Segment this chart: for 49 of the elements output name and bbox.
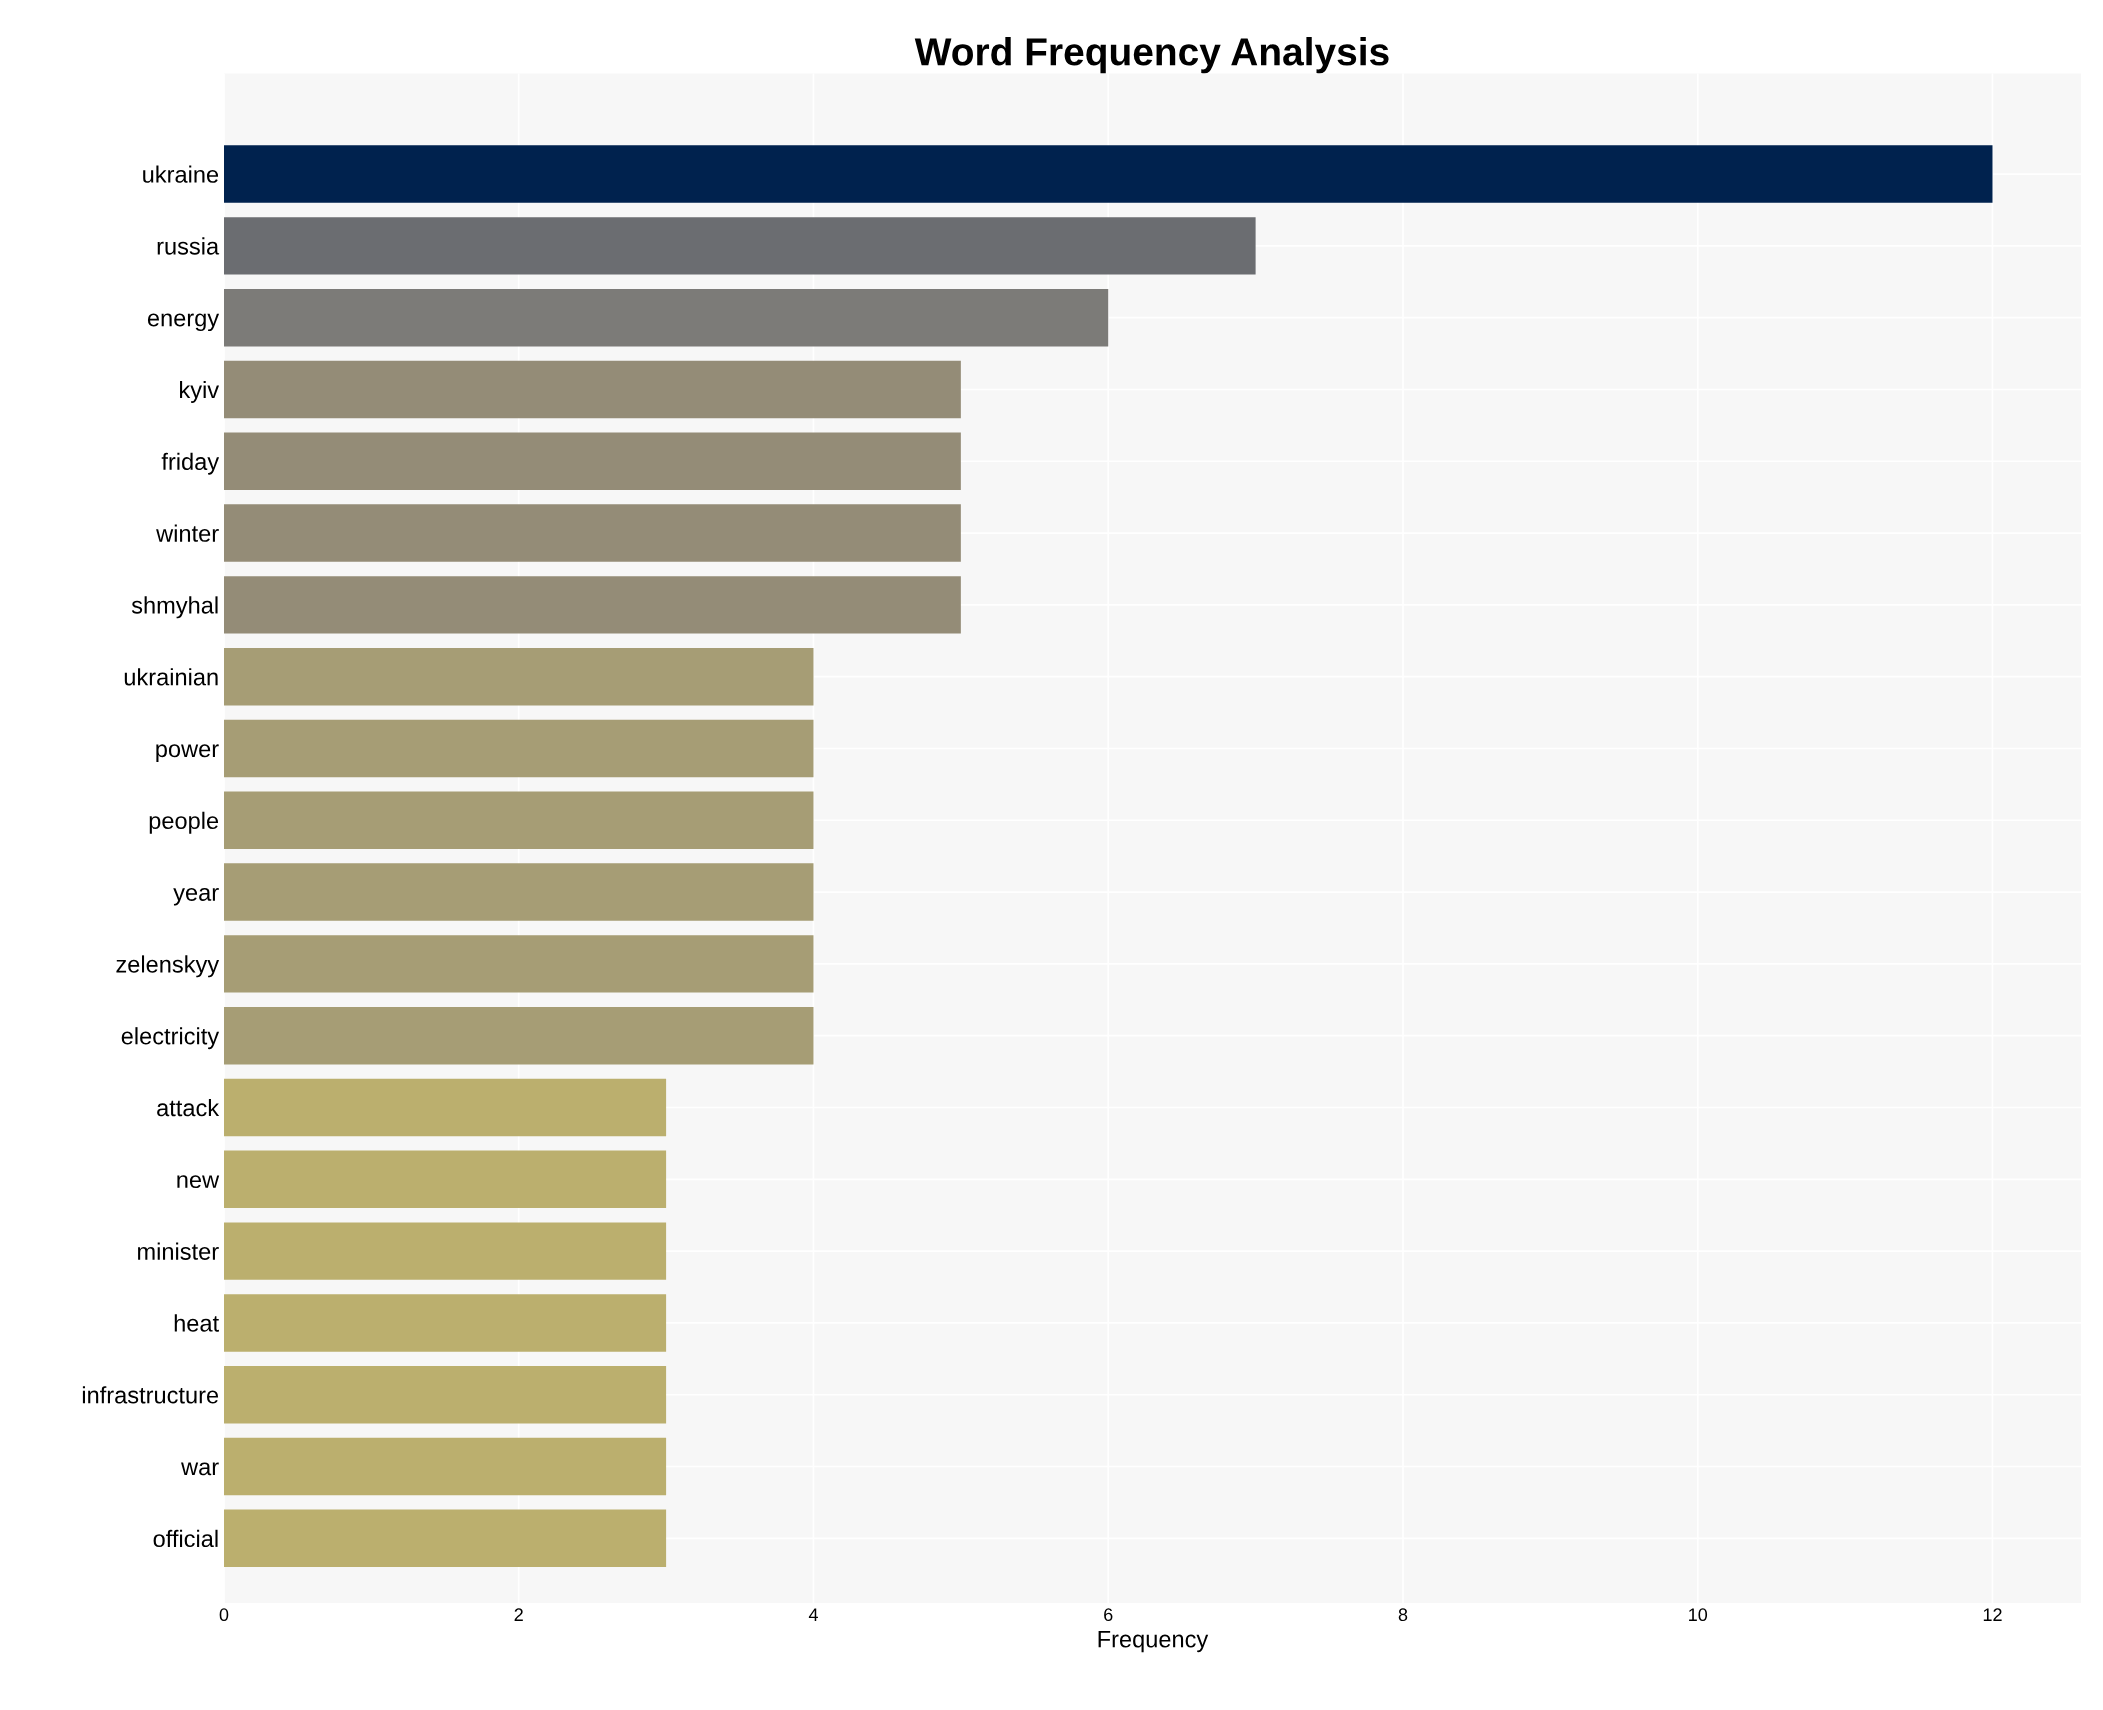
y-tick-label: official [153, 1529, 218, 1548]
bar [223, 576, 961, 634]
y-tick-label: new [177, 1175, 220, 1189]
bar [223, 935, 814, 993]
x-tick-label: 12 [1983, 1608, 2002, 1621]
bar [223, 1078, 667, 1137]
y-tick-label: minister [138, 1242, 219, 1260]
bar [223, 863, 814, 921]
y-tick-label: russia [157, 237, 220, 255]
x-tick-label: 10 [1689, 1608, 1708, 1622]
bar [223, 217, 1256, 275]
y-tick-label: heat [174, 1314, 219, 1332]
y-tick-label: kyiv [180, 380, 220, 403]
y-tick-label: attack [157, 1098, 220, 1117]
y-tick-label: power [156, 744, 219, 762]
y-tick-label: shmyhal [131, 596, 218, 619]
x-tick-label: 6 [1104, 1608, 1113, 1622]
bar [223, 1294, 667, 1352]
bar [223, 647, 814, 706]
y-tick-label: people [149, 811, 219, 834]
y-tick-label: war [181, 1462, 219, 1476]
bar [223, 504, 961, 562]
bar [223, 719, 814, 778]
y-tick-label: ukraine [143, 165, 219, 183]
bar [223, 1222, 667, 1280]
x-tick-label: 2 [514, 1608, 523, 1621]
y-tick-label: winter [156, 524, 219, 542]
y-tick-label: ukrainian [124, 668, 218, 686]
bar [223, 145, 1993, 203]
x-tick-label: 0 [219, 1608, 229, 1622]
bar [223, 432, 961, 490]
bar [223, 288, 1109, 347]
y-tick-label: infrastructure [82, 1386, 219, 1404]
x-tick-label: 4 [808, 1608, 818, 1621]
bar [223, 360, 961, 419]
bar [223, 791, 814, 850]
bar [223, 1006, 814, 1065]
bar [223, 1437, 667, 1496]
chart-title: Word Frequency Analysis [914, 37, 1389, 74]
y-tick-label: year [173, 887, 219, 906]
y-tick-label: friday [161, 452, 220, 475]
x-tick-label: 8 [1398, 1608, 1408, 1622]
y-tick-label: energy [147, 313, 220, 332]
x-axis-title: Frequency [1098, 1631, 1209, 1653]
y-tick-label: electricity [121, 1027, 220, 1050]
bar [223, 1509, 667, 1568]
bar [223, 1150, 667, 1209]
bar [223, 1366, 667, 1424]
y-tick-label: zelenskyy [116, 955, 220, 978]
